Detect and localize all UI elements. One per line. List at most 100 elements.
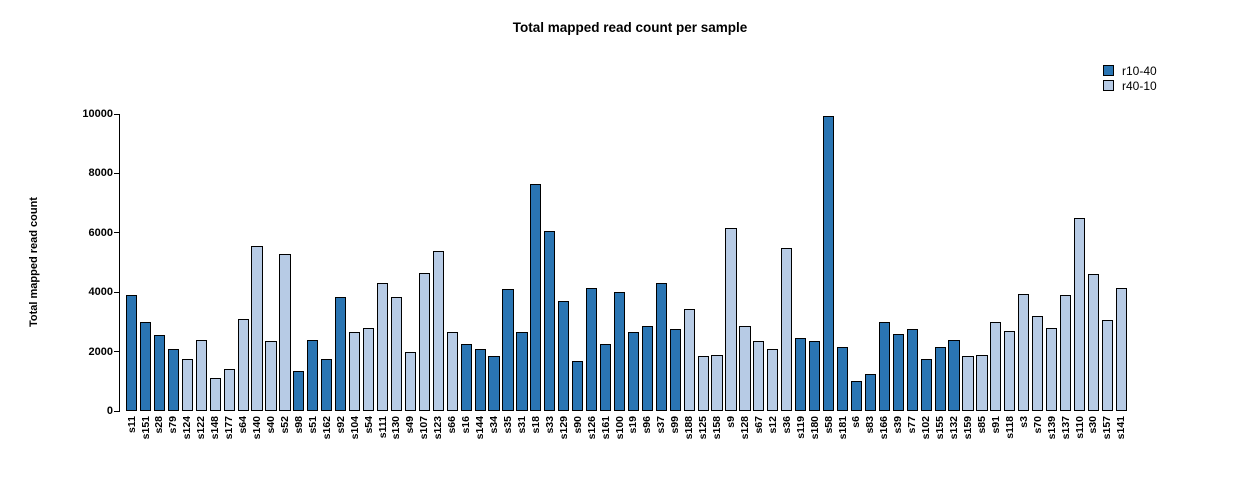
x-tick-label-s159: s159 [962,416,974,440]
bar-s102 [920,359,932,411]
bar-s155 [934,347,946,411]
x-tick-label-s99: s99 [669,416,682,434]
bar-s99 [669,329,681,411]
y-tick-mark [114,410,120,412]
x-tick-label-s6: s6 [850,416,863,428]
bar-s140 [251,246,263,411]
bar-s104 [349,332,361,411]
x-tick-label-s11: s11 [125,416,138,433]
y-tick-label: 6000 [88,226,113,239]
x-tick-label-s16: s16 [460,416,473,434]
x-tick-label-s9: s9 [725,416,738,428]
x-tick-label-s162: s162 [320,416,333,440]
x-tick-label-s36: s36 [780,416,793,434]
x-tick-label-s128: s128 [738,416,751,440]
bar-s52 [279,253,291,411]
bar-s188 [683,308,695,411]
bar-s31 [516,332,528,411]
bar-s144 [474,348,486,411]
x-tick-label-s40: s40 [265,416,277,434]
x-tick-label-s33: s33 [543,416,556,434]
bar-s28 [153,335,166,411]
bar-s180 [809,341,821,411]
x-tick-label-s64: s64 [237,416,250,434]
bar-s130 [390,296,403,411]
bar-s118 [1004,330,1016,411]
x-tick-label-s58: s58 [822,416,835,434]
bar-s162 [321,359,333,411]
x-tick-label-s177: s177 [223,416,236,440]
bar-s16 [460,344,472,411]
bar-s54 [362,327,375,411]
x-tick-label-s91: s91 [989,416,1002,434]
bar-s123 [432,250,444,411]
x-tick-label-s66: s66 [446,416,459,434]
x-tick-label-s54: s54 [362,416,375,434]
x-tick-label-s3: s3 [1017,416,1030,428]
x-tick-label-s139: s139 [1045,416,1058,440]
x-tick-label-s188: s188 [683,416,696,440]
bar-s36 [781,247,793,411]
y-tick-mark [114,232,120,234]
bar-s66 [446,332,458,411]
x-tick-label-s126: s126 [585,416,598,440]
y-tick-label: 0 [106,405,113,417]
x-tick-label-s124: s124 [181,416,194,440]
bar-s70 [1032,315,1044,411]
x-tick-label-s37: s37 [655,416,668,434]
x-tick-label-s28: s28 [153,416,166,434]
x-tick-label-s158: s158 [711,416,724,440]
bar-s126 [586,287,598,411]
x-tick-label-s161: s161 [599,416,612,440]
legend-swatch-r40-10 [1103,80,1114,91]
bar-s177 [223,369,235,411]
y-tick-label: 8000 [88,167,113,180]
bar-s92 [335,296,347,411]
bar-s40 [265,341,277,411]
bar-s19 [627,332,640,411]
bar-s107 [418,272,430,411]
bar-s96 [641,326,653,411]
x-tick-label-s49: s49 [404,416,417,434]
x-tick-label-s30: s30 [1087,416,1100,434]
y-axis-label: Total mapped read count [28,197,40,327]
x-tick-label-s180: s180 [808,416,821,440]
bar-s37 [655,283,667,411]
x-tick-label-s90: s90 [571,416,584,434]
bar-s12 [767,348,779,411]
y-tick-mark [114,291,120,293]
bar-s139 [1046,327,1058,411]
x-tick-label-s35: s35 [501,416,514,434]
x-tick-label-s111: s111 [376,416,389,439]
bar-s124 [181,359,193,411]
legend-swatch-r10-40 [1103,65,1114,76]
legend: r10-40 r40-10 [1103,63,1157,93]
x-tick-label-s34: s34 [488,416,501,434]
y-tick-label: 4000 [88,286,113,299]
bar-s85 [976,354,988,411]
bar-s91 [990,321,1002,411]
bar-s3 [1018,293,1030,411]
x-tick-label-s125: s125 [697,416,710,440]
x-tick-label-s157: s157 [1101,416,1114,440]
x-tick-label-s129: s129 [557,416,570,440]
bar-s39 [892,333,904,411]
bar-s161 [599,344,612,411]
y-tick-label: 2000 [88,345,113,358]
x-tick-label-s130: s130 [390,416,403,440]
bar-s9 [725,228,737,411]
bar-s67 [753,341,765,411]
bar-s148 [209,378,221,411]
bar-s51 [307,339,319,411]
bar-s79 [167,348,179,411]
bar-s83 [864,373,876,411]
x-tick-label-s12: s12 [766,416,779,434]
bar-s90 [572,360,584,411]
x-tick-label-s67: s67 [752,416,765,434]
bar-s166 [878,321,890,411]
x-tick-label-s140: s140 [251,416,264,440]
x-tick-label-s122: s122 [195,416,208,440]
x-tick-label-s166: s166 [878,416,891,440]
y-tick-mark [114,172,120,174]
